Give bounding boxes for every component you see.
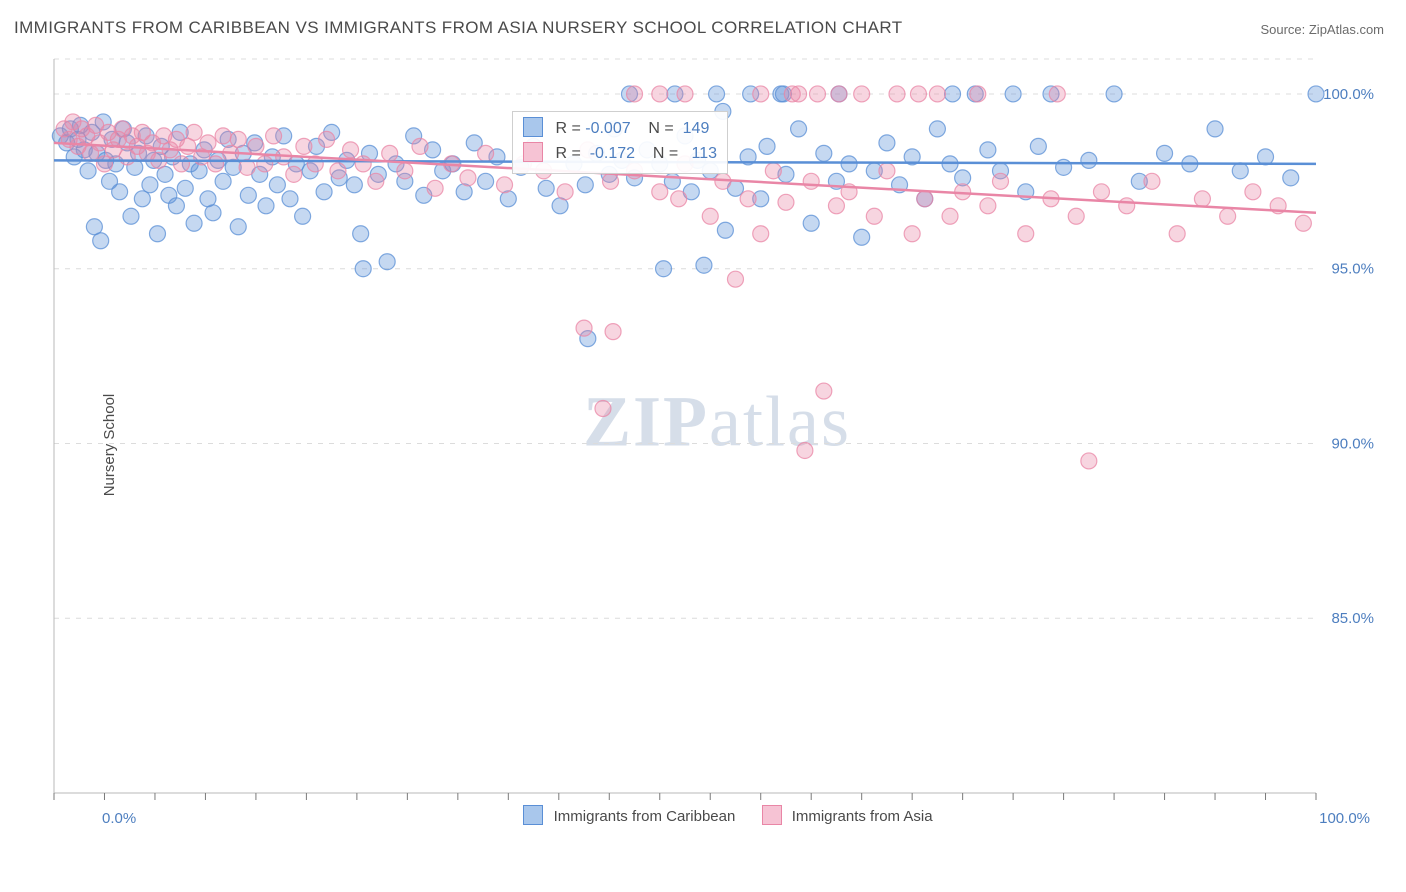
svg-text:95.0%: 95.0% [1331,261,1374,278]
n-value-2: 113 [683,145,717,162]
swatch-series2 [523,142,543,162]
r-value-1: -0.007 [585,120,630,137]
legend-bottom: Immigrants from Caribbean Immigrants fro… [50,805,1384,825]
svg-text:90.0%: 90.0% [1331,435,1374,452]
legend-label-series1: Immigrants from Caribbean [554,808,736,825]
legend-label-series2: Immigrants from Asia [792,808,933,825]
correlation-stats-box: R = -0.007 N = 149 R = -0.172 N = 113 [512,111,728,174]
n-value-1: 149 [678,120,709,137]
stats-row-series2: R = -0.172 N = 113 [523,142,717,167]
chart-title: IMMIGRANTS FROM CARIBBEAN VS IMMIGRANTS … [14,18,903,38]
legend-swatch-series1 [523,805,543,825]
r-label-1: R = [555,120,580,137]
n-label-1: N = [648,120,673,137]
r-value-2: -0.172 [585,145,635,162]
stats-row-series1: R = -0.007 N = 149 [523,117,717,142]
legend-swatch-series2 [762,805,782,825]
swatch-series1 [523,117,543,137]
source-attribution: Source: ZipAtlas.com [1260,22,1384,37]
chart-area: Nursery School ZIPatlas 85.0%90.0%95.0%1… [50,55,1384,835]
svg-text:100.0%: 100.0% [1323,86,1374,103]
r-label-2: R = [555,145,580,162]
svg-text:85.0%: 85.0% [1331,610,1374,627]
n-label-2: N = [653,145,678,162]
